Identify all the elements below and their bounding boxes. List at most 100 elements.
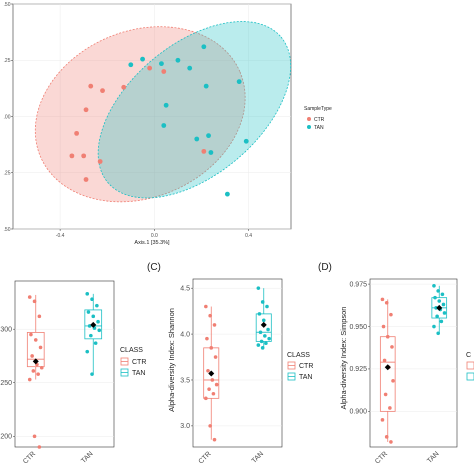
simpson-boxplot-panel: (D) Alpha-diversity Index: Simpson 0.900… [318, 262, 474, 466]
richness-point-ctr-5 [38, 345, 43, 350]
richness-legend-title: CLASS [120, 347, 143, 354]
simpson-point-ctr-8 [391, 379, 395, 383]
shannon-legend-label-ctr: CTR [299, 363, 313, 370]
pcoa-point-ctr-9 [83, 177, 89, 182]
simpson-point-ctr-0 [380, 297, 385, 302]
shannon-point-ctr-13 [212, 437, 217, 442]
pcoa-x-tick-label-1: 0.0 [151, 233, 158, 239]
pcoa-y-tick-label-0: .50 [4, 2, 11, 8]
pcoa-point-tan-1 [140, 56, 145, 62]
richness-box-ctr [26, 332, 45, 368]
simpson-point-ctr-10 [388, 406, 392, 410]
simpson-boxes [370, 283, 457, 444]
shannon-y-ticks: 3.0 3.5 4.0 4.5 [180, 285, 193, 430]
shannon-point-ctr-4 [209, 346, 214, 350]
pcoa-legend-label-tan: TAN [314, 125, 324, 131]
simpson-point-tan-0 [432, 283, 436, 288]
richness-point-ctr-3 [29, 332, 33, 337]
pcoa-point-ctr-5 [74, 130, 80, 136]
simpson-mean-marker-tan [436, 304, 443, 311]
pcoa-point-tan-3 [175, 57, 181, 63]
pcoa-point-tan-7 [236, 79, 242, 85]
simpson-point-ctr-2 [389, 312, 393, 317]
shannon-legend-label-tan: TAN [299, 374, 312, 381]
pcoa-point-tan-12 [208, 150, 214, 155]
pcoa-point-tan-0 [128, 62, 134, 68]
richness-x-ticks: CTR TAN [22, 450, 95, 465]
pcoa-y-tick-label-3: .25 [4, 171, 11, 177]
pcoa-point-ctr-2 [121, 84, 127, 90]
shannon-point-ctr-3 [205, 336, 209, 341]
shannon-box-tan [255, 313, 272, 342]
simpson-point-ctr-1 [384, 300, 389, 305]
pcoa-point-tan-9 [161, 123, 167, 128]
simpson-panel-label: (D) [318, 262, 332, 273]
shannon-point-tan-12 [260, 346, 265, 350]
shannon-legend: CLASS CTR TAN [287, 352, 313, 381]
shannon-point-ctr-8 [214, 382, 219, 387]
simpson-point-tan-5 [441, 302, 446, 307]
richness-point-tan-4 [91, 314, 96, 319]
richness-point-ctr-1 [32, 299, 37, 304]
simpson-point-ctr-9 [383, 392, 388, 397]
richness-point-tan-1 [90, 297, 94, 302]
shannon-point-tan-4 [261, 318, 266, 323]
shannon-point-tan-8 [267, 336, 271, 341]
richness-mean-marker-tan [90, 321, 97, 328]
shannon-x-tick-label-tan: TAN [251, 450, 265, 464]
simpson-x-tick-label-ctr: CTR [374, 450, 389, 465]
pcoa-points [69, 44, 249, 197]
shannon-point-tan-2 [265, 304, 269, 309]
pcoa-x-tick-label-2: 0.4 [245, 233, 252, 239]
shannon-boxes [193, 286, 282, 442]
richness-y-tick-label-1: 250 [0, 380, 12, 387]
pcoa-y-tick-label-4: .50 [4, 227, 11, 233]
richness-point-tan-9 [89, 333, 93, 338]
pcoa-point-tan-8 [163, 102, 169, 108]
simpson-plot-area [369, 278, 458, 448]
richness-point-tan-12 [90, 372, 94, 376]
pcoa-ellipses [34, 21, 292, 203]
simpson-legend-title: C [466, 352, 471, 359]
simpson-point-ctr-13 [389, 440, 393, 444]
pcoa-legend: SampleType CTR TAN [304, 106, 332, 131]
pcoa-point-tan-5 [201, 44, 207, 50]
shannon-point-ctr-0 [204, 304, 208, 309]
shannon-point-tan-7 [263, 334, 267, 338]
simpson-x-ticks: CTR TAN [374, 450, 441, 465]
richness-x-tick-label-ctr: CTR [22, 450, 37, 465]
simpson-point-tan-3 [433, 295, 437, 300]
simpson-point-tan-4 [437, 299, 442, 303]
simpson-y-tick-label-2: 0.950 [349, 324, 367, 331]
richness-y-tick-label-0: 200 [0, 434, 12, 441]
richness-box-tan [84, 309, 103, 340]
pcoa-x-tick-label-0: -0.4 [56, 233, 65, 239]
richness-point-ctr-9 [31, 369, 36, 373]
pcoa-legend-key-ctr [307, 117, 311, 121]
pcoa-point-ctr-10 [161, 69, 167, 74]
richness-x-tick-label-tan: TAN [80, 450, 94, 464]
shannon-point-tan-0 [256, 286, 261, 290]
pcoa-x-axis-label: Axis.1 [35.3%] [134, 240, 170, 246]
richness-point-tan-0 [85, 292, 90, 296]
richness-point-ctr-2 [37, 314, 42, 319]
simpson-point-tan-9 [435, 314, 439, 319]
pcoa-ellipse-tan [97, 21, 292, 199]
shannon-mean-marker-tan [260, 321, 267, 328]
richness-point-ctr-10 [36, 372, 40, 376]
pcoa-point-ctr-4 [83, 107, 89, 113]
simpson-point-tan-11 [432, 324, 436, 329]
pcoa-y-ticks: .50 .25 .00 .25 .50 [4, 2, 13, 233]
richness-plot-area [14, 280, 115, 448]
shannon-x-ticks: CTR TAN [198, 450, 266, 465]
shannon-point-tan-3 [257, 312, 262, 316]
simpson-legend-key-ctr [466, 361, 474, 370]
shannon-point-tan-10 [264, 341, 268, 346]
pcoa-point-ctr-7 [81, 153, 87, 159]
pcoa-point-tan-4 [187, 65, 193, 71]
pcoa-x-ticks: -0.4 0.0 0.4 [56, 229, 252, 239]
richness-y-tick-label-2: 300 [0, 326, 12, 333]
shannon-legend-title: CLASS [287, 352, 310, 359]
richness-point-tan-8 [97, 328, 102, 333]
